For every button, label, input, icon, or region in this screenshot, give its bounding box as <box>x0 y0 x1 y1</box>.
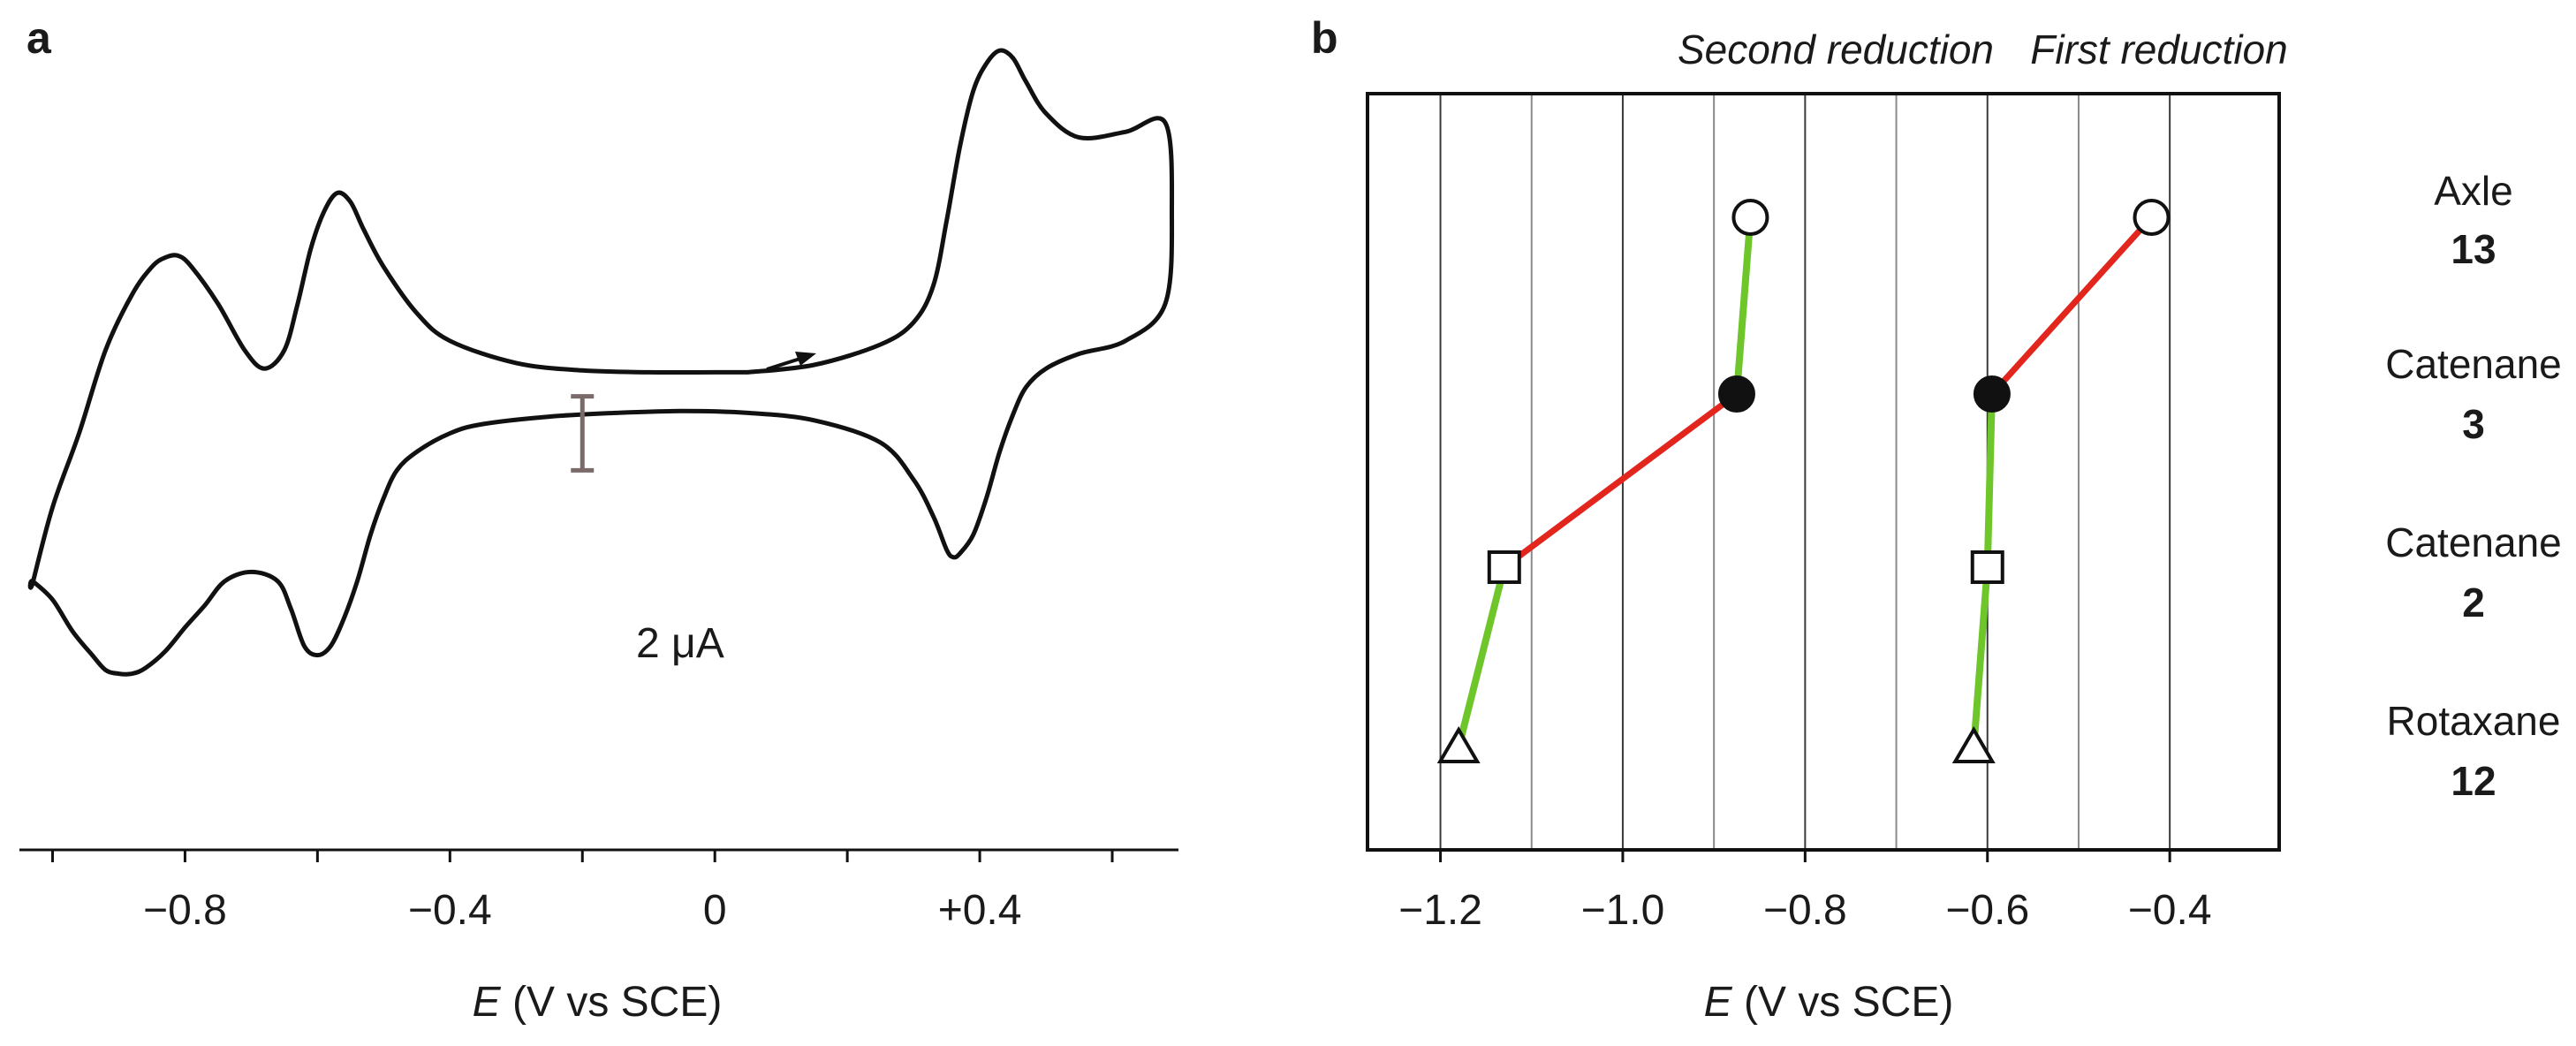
panel-a-label: a <box>27 13 52 63</box>
marker-open-triangle-12 <box>1436 726 1481 763</box>
row-label-catenane-2: Catenane 2 <box>2385 519 2562 625</box>
marker-open-square-2 <box>1970 550 2004 584</box>
row-name-rotaxane: Rotaxane <box>2387 698 2561 744</box>
panel-b-plot-frame <box>1366 92 2281 852</box>
connector-green <box>1970 564 1991 751</box>
marker-open-circle-13 <box>1731 199 1769 236</box>
row-name-catenane-2: Catenane <box>2385 519 2562 565</box>
panel-a-x-tick-labels: −0.8 −0.4 0 +0.4 <box>143 887 1021 934</box>
row-number-13: 13 <box>2451 226 2496 272</box>
panel-b-reduction-potentials: b Second reduction First reduction −1.2−… <box>1311 13 2562 1026</box>
header-first-reduction: First reduction <box>2030 27 2287 72</box>
panel-b-gridlines <box>1439 94 2171 850</box>
marker-filled-circle-3 <box>1973 375 2011 413</box>
marker-open-square-2 <box>1487 550 1521 584</box>
panel-a-x-ticks <box>50 850 1114 862</box>
row-name-axle: Axle <box>2434 168 2512 214</box>
panel-b-x-tick-label: −1.0 <box>1581 887 1665 934</box>
header-second-reduction: Second reduction <box>1678 27 1994 72</box>
row-number-2: 2 <box>2462 580 2485 625</box>
row-label-axle-13: Axle 13 <box>2434 168 2512 272</box>
panel-b-connectors <box>1455 214 2156 751</box>
panel-b-x-tick-labels: −1.2 −1.0 −0.8 −0.6 −0.4 <box>1398 887 2211 934</box>
row-label-rotaxane-12: Rotaxane 12 <box>2387 698 2561 804</box>
row-number-3: 3 <box>2462 401 2485 447</box>
connector-green <box>1732 214 1754 398</box>
connector-red <box>1501 390 1740 571</box>
panel-a-x-axis-title-units: (V vs SCE) <box>501 979 723 1026</box>
panel-b-x-tick-label: −0.6 <box>1945 887 2029 934</box>
panel-a-x-tick-label: 0 <box>703 887 727 934</box>
panel-a-x-axis-title-symbol: E <box>473 979 502 1026</box>
panel-b-x-axis-title-symbol: E <box>1704 979 1733 1026</box>
panel-b-x-tick-label: −0.4 <box>2128 887 2212 934</box>
scale-bar-label: 2 μA <box>636 620 724 667</box>
panel-b-x-ticks <box>1439 850 2171 862</box>
panel-b-x-axis-title: E (V vs SCE) <box>1704 979 1954 1026</box>
panel-b-x-axis-title-units: (V vs SCE) <box>1732 979 1954 1026</box>
connector-red <box>1989 214 2156 398</box>
marker-filled-circle-3 <box>1717 375 1755 413</box>
panel-a-x-tick-label: −0.4 <box>408 887 492 934</box>
marker-open-circle-13 <box>2133 199 2171 236</box>
marker-open-triangle-12 <box>1951 726 1996 763</box>
scale-bar: 2 μA <box>571 394 724 667</box>
panel-b-label: b <box>1311 13 1338 63</box>
cv-trace-line <box>27 48 1175 677</box>
panel-b-markers <box>1436 199 2171 763</box>
panel-a-cyclic-voltammogram: a 2 μA −0.8 −0.4 0 +0.4 E (V vs SCE) <box>19 13 1178 1026</box>
row-label-catenane-3: Catenane 3 <box>2385 341 2562 447</box>
scan-direction-arrow-icon <box>766 352 816 371</box>
panel-b-x-tick-label: −0.8 <box>1763 887 1847 934</box>
connector-green <box>1455 564 1508 751</box>
panel-a-x-tick-label: −0.8 <box>143 887 227 934</box>
panel-a-x-tick-label: +0.4 <box>938 887 1022 934</box>
row-number-12: 12 <box>2451 758 2496 804</box>
panel-a-x-axis-title: E (V vs SCE) <box>473 979 723 1026</box>
row-name-catenane-3: Catenane <box>2385 341 2562 387</box>
panel-b-x-tick-label: −1.2 <box>1398 887 1482 934</box>
connector-green <box>1983 390 1996 571</box>
